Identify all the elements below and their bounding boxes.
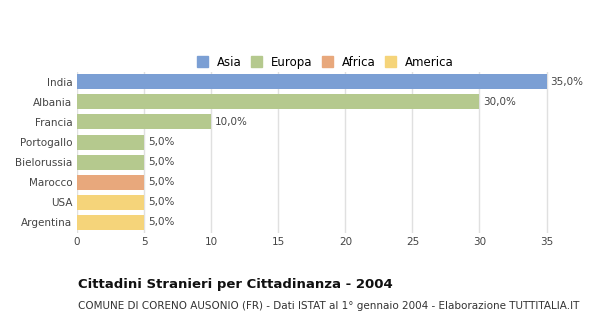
Text: 5,0%: 5,0% [148,157,175,167]
Bar [77,134,144,149]
Text: 30,0%: 30,0% [484,97,517,107]
Text: 5,0%: 5,0% [148,177,175,187]
Bar [77,195,144,210]
Bar [77,215,144,230]
Text: 5,0%: 5,0% [148,218,175,228]
Legend: Asia, Europa, Africa, America: Asia, Europa, Africa, America [194,53,456,71]
Text: 35,0%: 35,0% [551,77,584,87]
Bar [77,114,211,130]
Bar [77,155,144,170]
Text: Cittadini Stranieri per Cittadinanza - 2004: Cittadini Stranieri per Cittadinanza - 2… [78,278,393,292]
Bar [77,74,547,89]
Text: 10,0%: 10,0% [215,117,248,127]
Bar [77,175,144,190]
Bar [77,94,479,109]
Text: 5,0%: 5,0% [148,137,175,147]
Text: 5,0%: 5,0% [148,197,175,207]
Text: COMUNE DI CORENO AUSONIO (FR) - Dati ISTAT al 1° gennaio 2004 - Elaborazione TUT: COMUNE DI CORENO AUSONIO (FR) - Dati IST… [78,301,580,311]
